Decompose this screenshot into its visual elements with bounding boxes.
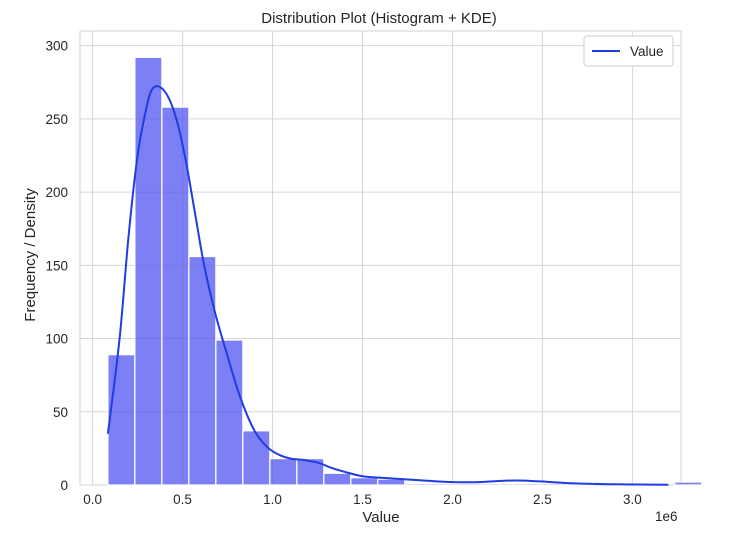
histogram-bar [188,255,217,486]
x-tick-label: 2.5 [533,492,552,507]
histogram-bars [107,56,703,486]
histogram-bar [134,56,163,486]
x-tick-label: 1.0 [263,492,282,507]
histogram-bar [512,482,541,486]
x-tick-label: 3.0 [623,492,642,507]
histogram-bar [404,482,433,486]
y-tick-labels: 0 50 100 150 200 250 300 [45,39,68,493]
x-axis-offset-label: 1e6 [655,509,678,524]
histogram-bar [458,482,487,486]
histogram-bar [485,482,514,486]
x-axis-label: Value [362,509,399,526]
kde-line [106,85,669,486]
histogram-bar [350,477,379,486]
histogram-bar [674,481,703,486]
y-tick-label: 150 [45,258,68,273]
histogram-bar [269,458,298,486]
y-tick-label: 300 [45,39,68,54]
x-tick-label: 0.5 [173,492,192,507]
y-tick-label: 0 [60,478,68,493]
y-tick-label: 200 [45,185,68,200]
histogram-bar [431,482,460,486]
x-tick-label: 1.5 [353,492,372,507]
x-tick-labels: 0.0 0.5 1.0 1.5 2.0 2.5 3.0 [83,492,642,507]
histogram-bar [323,472,352,486]
chart-title: Distribution Plot (Histogram + KDE) [261,10,497,27]
y-tick-label: 250 [45,112,68,127]
y-tick-label: 100 [45,332,68,347]
x-tick-label: 2.0 [443,492,462,507]
histogram-bar [242,430,271,486]
histogram-bar [161,106,190,486]
histogram-bar [539,482,568,486]
legend: Value [583,35,674,67]
y-axis-label: Frequency / Density [22,188,39,322]
legend-label: Value [630,44,664,59]
x-tick-label: 0.0 [83,492,102,507]
y-tick-label: 50 [53,405,68,420]
legend-box [583,35,674,67]
histogram-bar [107,354,136,486]
